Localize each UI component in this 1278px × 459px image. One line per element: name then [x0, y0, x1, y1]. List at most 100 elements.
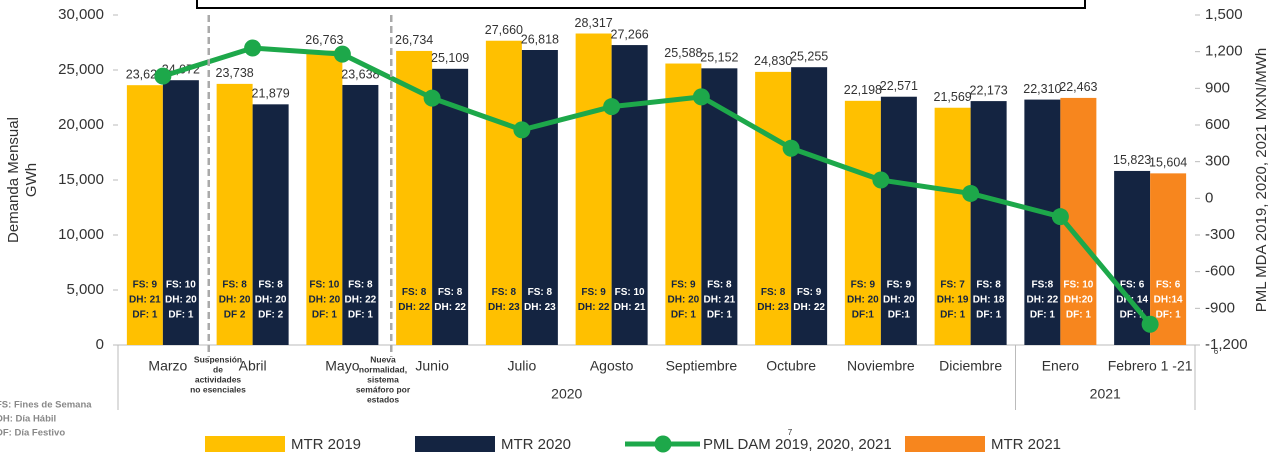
legend-label: MTR 2019 [291, 436, 361, 453]
y2-tick-label: 1,200 [1205, 43, 1243, 60]
bar-note: DH: 21 [704, 295, 736, 306]
bar-note: DH: 20 [847, 295, 879, 306]
line-marker [692, 88, 710, 106]
y-tick-label: 30,000 [58, 6, 104, 23]
bar-note: DH: 21 [129, 295, 161, 306]
bar [934, 107, 971, 345]
bar-note: FS: 10 [166, 280, 196, 291]
bar-note: DF: 1 [348, 310, 373, 321]
bar [611, 45, 648, 345]
x-tick-label: Enero [1042, 358, 1080, 374]
bar [575, 33, 612, 345]
data-label: 26,818 [521, 32, 559, 46]
y-axis-title: Demanda Mensual [5, 117, 22, 243]
data-label: 15,823 [1113, 153, 1151, 167]
y2-tick-label: -900 [1205, 299, 1235, 316]
y-axis-title: GWh [23, 163, 40, 197]
bar-note: FS: 9 [887, 280, 912, 291]
bar-note: FS: 10 [615, 287, 645, 298]
bar-note: DH:14 [1154, 295, 1183, 306]
line-marker [782, 139, 800, 157]
annotation: actividades [195, 374, 242, 384]
bar-note: FS: 8 [258, 280, 283, 291]
bar [162, 80, 199, 345]
bar [432, 68, 469, 346]
x-tick-label: Marzo [148, 358, 187, 374]
bar-note: DF: 1 [1156, 310, 1181, 321]
bar-note: FS: 10 [1063, 280, 1093, 291]
x-tick-label: Octubre [766, 358, 816, 374]
line-marker [513, 121, 531, 139]
data-label: 23,638 [341, 67, 379, 81]
legend-swatch [415, 436, 495, 452]
annotation: Suspensión [194, 354, 242, 364]
line-marker [154, 67, 172, 85]
x-tick-label: Septiembre [666, 358, 738, 374]
data-label: 27,266 [611, 27, 649, 41]
line-marker [333, 45, 351, 63]
bar-note: DH: 20 [668, 295, 700, 306]
data-label: 22,198 [844, 83, 882, 97]
bar [521, 50, 558, 345]
group-label: 2021 [1090, 386, 1121, 402]
bar-note: DH: 22 [398, 302, 430, 313]
bar-note: FS: 8 [348, 280, 373, 291]
bar-note: DF: 1 [132, 310, 157, 321]
bar-note: DH: 23 [488, 302, 520, 313]
y2-tick-label: 300 [1205, 153, 1230, 170]
data-label: 23,738 [216, 66, 254, 80]
annotation: semáforo por [356, 384, 411, 394]
bar-note: FS: 8 [707, 280, 732, 291]
bar-note: DF: 1 [671, 310, 696, 321]
bar-note: FS: 8 [761, 287, 786, 298]
bar [126, 85, 163, 346]
y2-tick-label: 1,500 [1205, 6, 1243, 23]
x-tick-label: Junio [415, 358, 449, 374]
line [162, 45, 1153, 326]
y2-tick-label: 0 [1205, 189, 1213, 206]
data-label: 24,830 [754, 54, 792, 68]
legend-label: MTR 2020 [501, 436, 571, 453]
bar-note: DH: 22 [434, 302, 466, 313]
bar-note: FS: 8 [976, 280, 1001, 291]
bar-note: DH: 18 [973, 295, 1005, 306]
bar-note: DH: 20 [883, 295, 915, 306]
bar-note: FS: 8 [222, 280, 247, 291]
bar-note: DH: 22 [345, 295, 377, 306]
footnote-mark: 6 [1214, 347, 1219, 356]
bar-note: FS: 6 [1120, 280, 1145, 291]
line-marker [603, 98, 621, 116]
bar-note: DF: 2 [258, 310, 283, 321]
bar-note: DF: 1 [312, 310, 337, 321]
y2-tick-label: 600 [1205, 116, 1230, 133]
bar-note: FS: 9 [581, 287, 606, 298]
data-label: 25,588 [664, 46, 702, 60]
bar-note: DF: 1 [168, 310, 193, 321]
title-box [196, 0, 1086, 9]
x-tick-label: Mayo [325, 358, 359, 374]
line-marker [423, 89, 441, 107]
bar-note: DH: 23 [757, 302, 789, 313]
y-tick-label: 0 [96, 336, 104, 353]
bar-note: DF: 1 [1030, 310, 1055, 321]
bar-note: DF: 1 [976, 310, 1001, 321]
line-marker [962, 184, 980, 202]
annotation: no esenciales [190, 384, 246, 394]
data-label: 25,109 [431, 51, 469, 65]
line-marker [1141, 315, 1159, 333]
annotation: estados [367, 394, 399, 404]
legend-note: FS: Fines de Semana [0, 400, 92, 411]
data-label: 22,173 [970, 83, 1008, 97]
x-tick-label: Diciembre [939, 358, 1002, 374]
bar-note: FS: 6 [1156, 280, 1181, 291]
x-tick-label: Julio [507, 358, 536, 374]
y2-tick-label: -300 [1205, 226, 1235, 243]
bar-note: FS: 8 [402, 287, 427, 298]
bar-note: DH: 22 [793, 302, 825, 313]
data-label: 22,463 [1059, 80, 1097, 94]
bar-note: FS: 8 [528, 287, 553, 298]
bar-note: FS: 9 [851, 280, 876, 291]
bar-note: DH: 19 [937, 295, 969, 306]
data-label: 15,604 [1149, 156, 1187, 170]
